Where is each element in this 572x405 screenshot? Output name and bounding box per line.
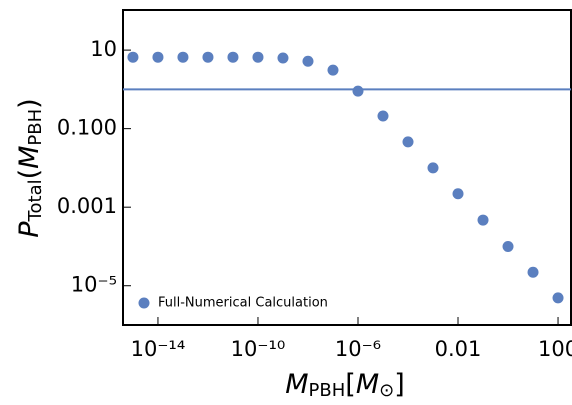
data-point bbox=[502, 240, 514, 252]
data-point bbox=[202, 51, 214, 63]
data-point bbox=[552, 292, 564, 304]
legend-marker bbox=[138, 297, 150, 309]
data-point bbox=[152, 51, 164, 63]
y-tick-label: 10⁻⁵ bbox=[71, 273, 117, 297]
x-tick-label: 10⁻¹⁰ bbox=[231, 337, 286, 361]
y-axis-label: PTotal(MPBH) bbox=[14, 98, 47, 237]
data-point bbox=[127, 51, 139, 63]
y-tick-label: 10 bbox=[90, 37, 117, 61]
data-point bbox=[302, 55, 314, 67]
data-point bbox=[227, 51, 239, 63]
y-tick-label: 0.100 bbox=[57, 116, 117, 140]
data-point bbox=[477, 214, 489, 226]
x-tick-label: 100 bbox=[538, 337, 572, 361]
data-point bbox=[177, 51, 189, 63]
x-axis-label: MPBH[M⊙] bbox=[285, 369, 405, 402]
data-point bbox=[277, 52, 289, 64]
data-point bbox=[452, 188, 464, 200]
x-tick-label: 10⁻⁶ bbox=[335, 337, 381, 361]
data-point bbox=[427, 162, 439, 174]
data-point bbox=[352, 85, 364, 97]
data-point bbox=[527, 266, 539, 278]
x-tick-label: 0.01 bbox=[435, 337, 482, 361]
plot-frame bbox=[122, 9, 572, 326]
data-point bbox=[377, 110, 389, 122]
data-point bbox=[327, 64, 339, 76]
data-point bbox=[252, 51, 264, 63]
legend-label: Full-Numerical Calculation bbox=[158, 296, 328, 311]
data-point bbox=[402, 136, 414, 148]
x-tick-label: 10⁻¹⁴ bbox=[131, 337, 186, 361]
y-tick-label: 0.001 bbox=[57, 194, 117, 218]
